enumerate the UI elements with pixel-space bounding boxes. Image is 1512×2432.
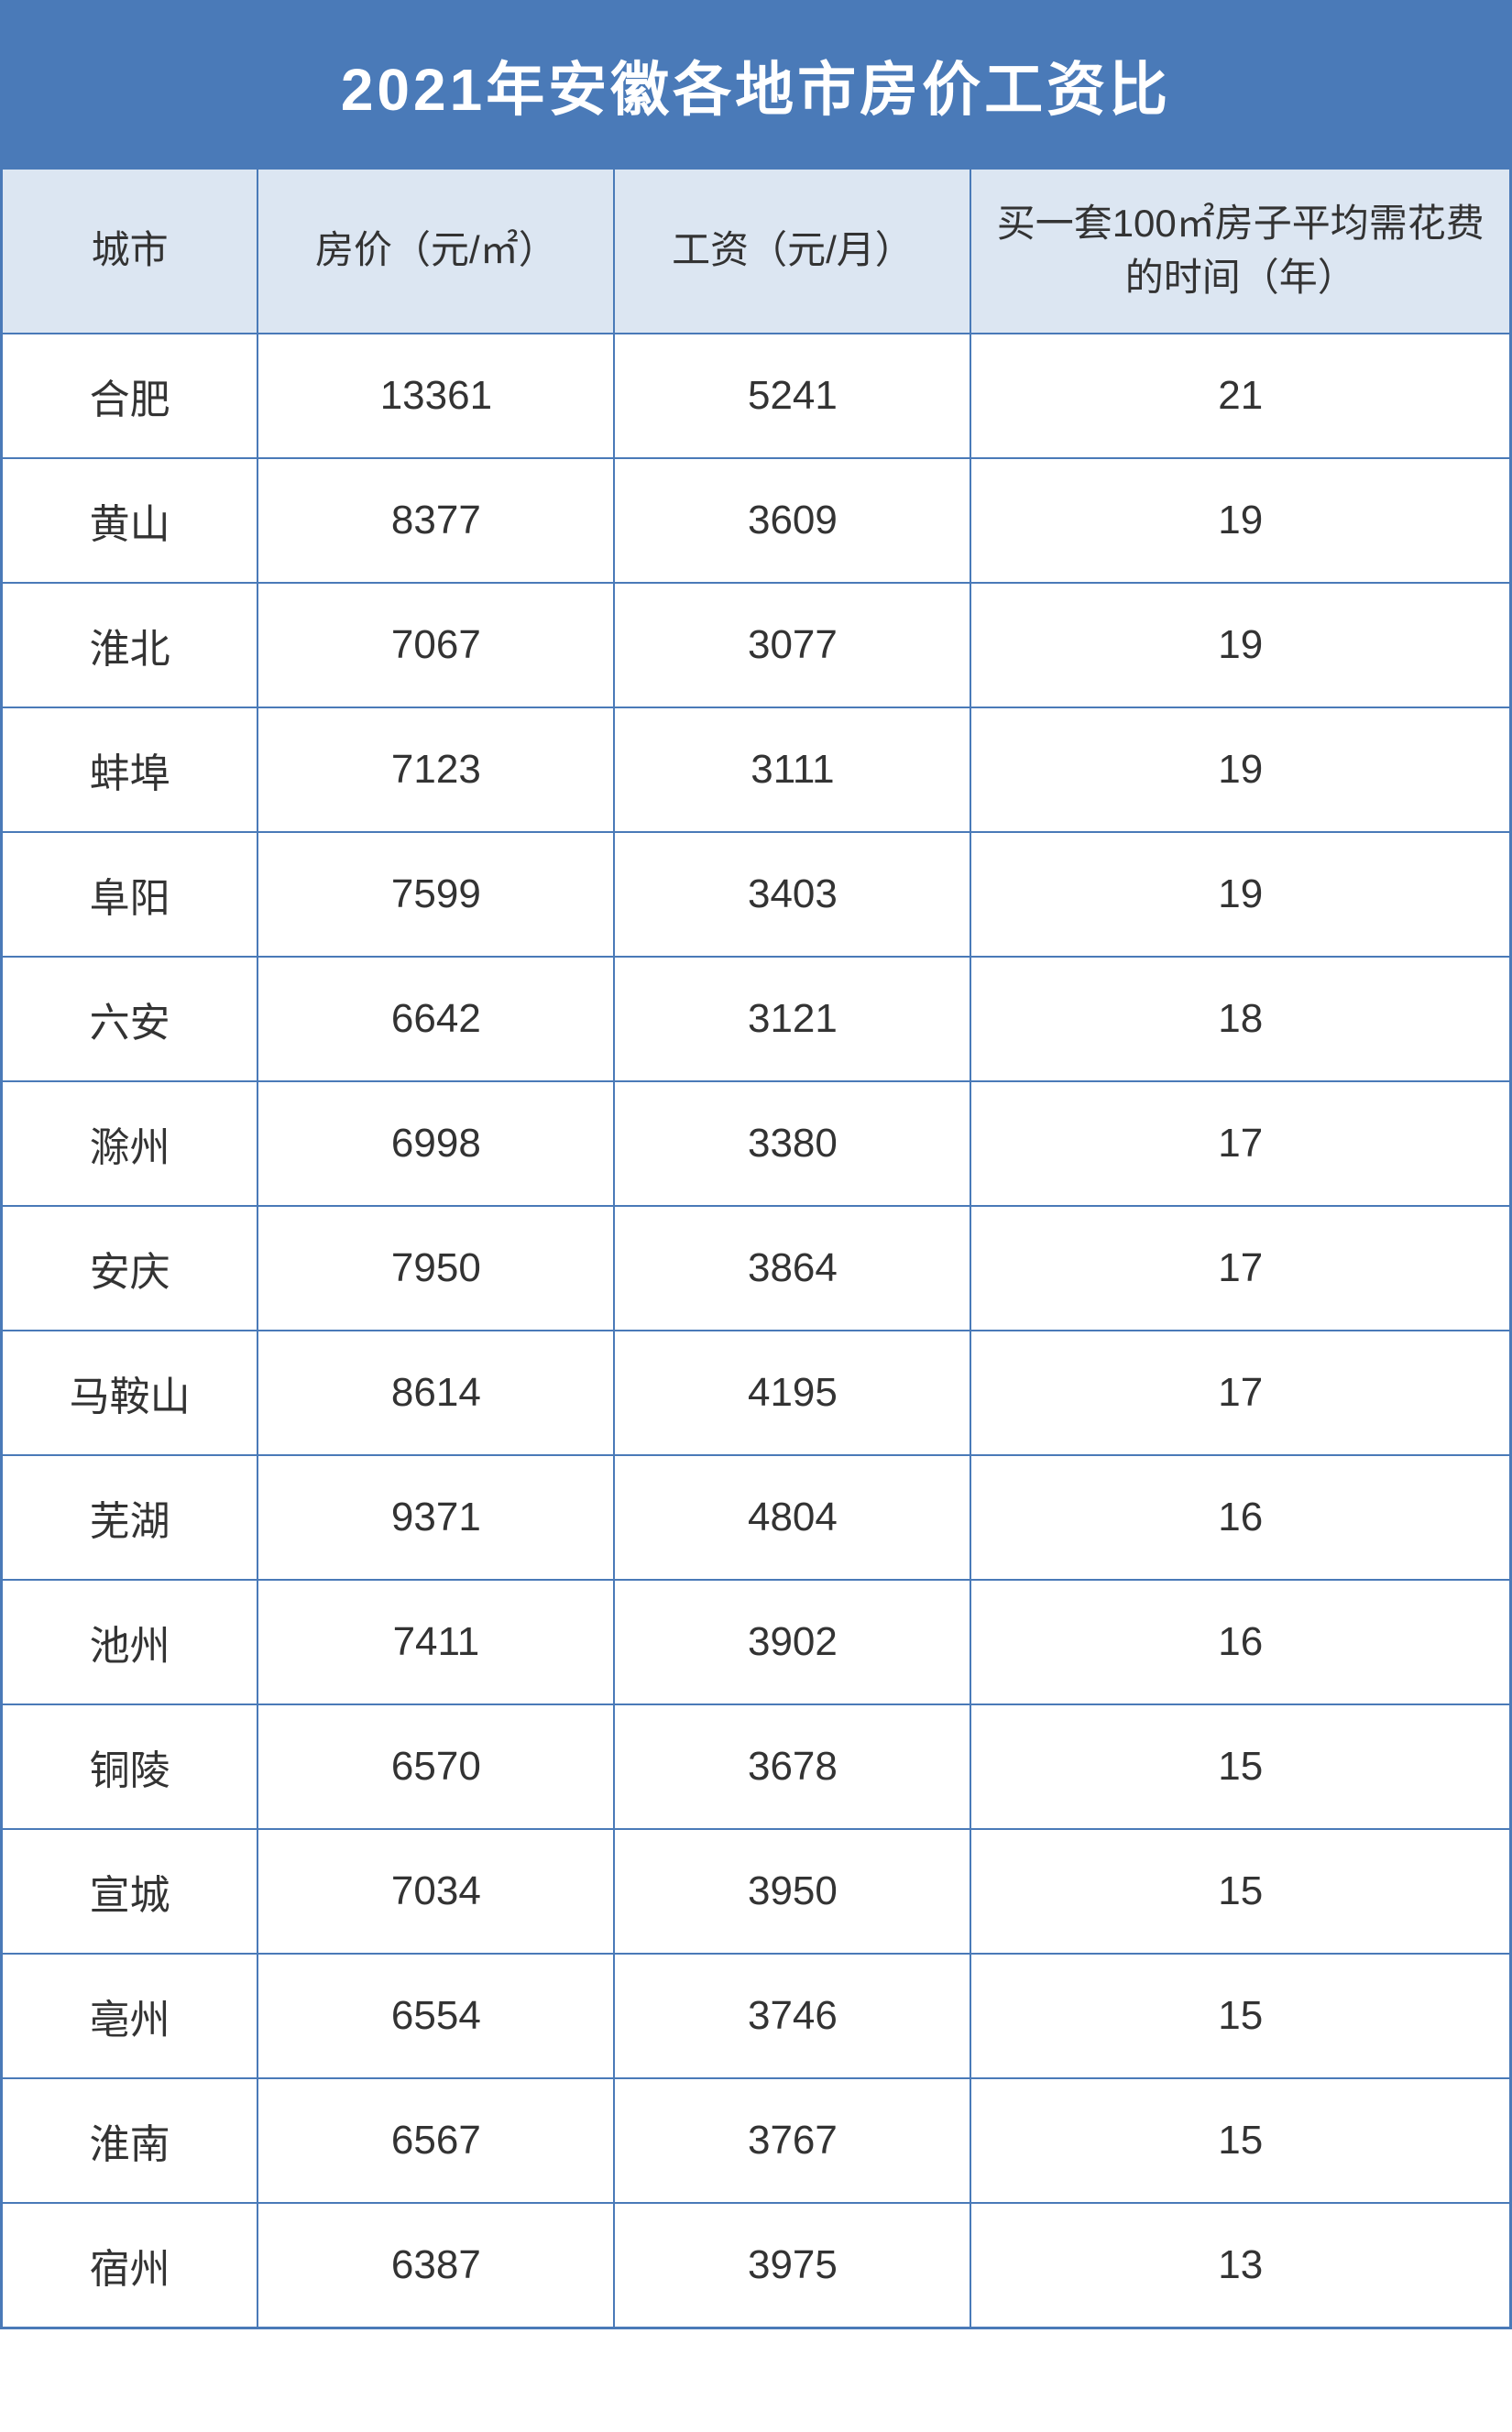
- table-row: 六安6642312118: [2, 957, 1510, 1081]
- table-cell: 3975: [614, 2203, 970, 2328]
- table-cell: 4195: [614, 1331, 970, 1455]
- table-row: 淮北7067307719: [2, 583, 1510, 707]
- table-header-cell: 房价（元/㎡）: [257, 169, 614, 334]
- table-row: 池州7411390216: [2, 1580, 1510, 1704]
- table-cell: 17: [970, 1081, 1510, 1206]
- table-cell: 安庆: [2, 1206, 257, 1331]
- table-cell: 7411: [257, 1580, 614, 1704]
- table-cell: 亳州: [2, 1954, 257, 2078]
- table-cell: 芜湖: [2, 1455, 257, 1580]
- table-cell: 19: [970, 458, 1510, 583]
- table-cell: 8377: [257, 458, 614, 583]
- table-cell: 宣城: [2, 1829, 257, 1954]
- table-cell: 7034: [257, 1829, 614, 1954]
- table-cell: 18: [970, 957, 1510, 1081]
- table-cell: 7067: [257, 583, 614, 707]
- table-cell: 铜陵: [2, 1704, 257, 1829]
- table-row: 宣城7034395015: [2, 1829, 1510, 1954]
- table-cell: 6567: [257, 2078, 614, 2203]
- table-header-cell: 工资（元/月）: [614, 169, 970, 334]
- table-cell: 15: [970, 1954, 1510, 2078]
- table-cell: 3902: [614, 1580, 970, 1704]
- table-cell: 15: [970, 1829, 1510, 1954]
- table-row: 滁州6998338017: [2, 1081, 1510, 1206]
- table-row: 铜陵6570367815: [2, 1704, 1510, 1829]
- table-cell: 6570: [257, 1704, 614, 1829]
- table-cell: 19: [970, 707, 1510, 832]
- table-cell: 5241: [614, 334, 970, 458]
- table-cell: 3380: [614, 1081, 970, 1206]
- table-cell: 7599: [257, 832, 614, 957]
- table-cell: 宿州: [2, 2203, 257, 2328]
- table-cell: 3111: [614, 707, 970, 832]
- table-cell: 3746: [614, 1954, 970, 2078]
- table-cell: 合肥: [2, 334, 257, 458]
- table-cell: 7950: [257, 1206, 614, 1331]
- table-cell: 蚌埠: [2, 707, 257, 832]
- table-cell: 6554: [257, 1954, 614, 2078]
- table-cell: 9371: [257, 1455, 614, 1580]
- table-title: 2021年安徽各地市房价工资比: [2, 2, 1510, 169]
- table-row: 安庆7950386417: [2, 1206, 1510, 1331]
- table-row: 宿州6387397513: [2, 2203, 1510, 2328]
- table-cell: 3403: [614, 832, 970, 957]
- table-cell: 3609: [614, 458, 970, 583]
- table-cell: 15: [970, 2078, 1510, 2203]
- table-cell: 6642: [257, 957, 614, 1081]
- table-cell: 3121: [614, 957, 970, 1081]
- table-row: 蚌埠7123311119: [2, 707, 1510, 832]
- table-cell: 13361: [257, 334, 614, 458]
- table-cell: 6387: [257, 2203, 614, 2328]
- table-cell: 3864: [614, 1206, 970, 1331]
- table-cell: 16: [970, 1455, 1510, 1580]
- table-cell: 滁州: [2, 1081, 257, 1206]
- table-cell: 7123: [257, 707, 614, 832]
- table-cell: 17: [970, 1206, 1510, 1331]
- table-cell: 4804: [614, 1455, 970, 1580]
- table-cell: 池州: [2, 1580, 257, 1704]
- table-row: 合肥13361524121: [2, 334, 1510, 458]
- table-cell: 16: [970, 1580, 1510, 1704]
- table-cell: 3950: [614, 1829, 970, 1954]
- table-body: 合肥13361524121黄山8377360919淮北7067307719蚌埠7…: [2, 334, 1510, 2328]
- data-table: 2021年安徽各地市房价工资比 城市 房价（元/㎡） 工资（元/月） 买一套10…: [0, 0, 1512, 2329]
- table-cell: 淮南: [2, 2078, 257, 2203]
- table-cell: 6998: [257, 1081, 614, 1206]
- table-cell: 黄山: [2, 458, 257, 583]
- table-header-row: 城市 房价（元/㎡） 工资（元/月） 买一套100㎡房子平均需花费的时间（年）: [2, 169, 1510, 334]
- table-cell: 3678: [614, 1704, 970, 1829]
- table-row: 马鞍山8614419517: [2, 1331, 1510, 1455]
- table-cell: 马鞍山: [2, 1331, 257, 1455]
- table-cell: 15: [970, 1704, 1510, 1829]
- table-header-cell: 城市: [2, 169, 257, 334]
- table-cell: 3077: [614, 583, 970, 707]
- table-cell: 19: [970, 832, 1510, 957]
- table-cell: 19: [970, 583, 1510, 707]
- table-row: 阜阳7599340319: [2, 832, 1510, 957]
- table-row: 亳州6554374615: [2, 1954, 1510, 2078]
- table-cell: 13: [970, 2203, 1510, 2328]
- table-cell: 21: [970, 334, 1510, 458]
- table-row: 淮南6567376715: [2, 2078, 1510, 2203]
- table-cell: 六安: [2, 957, 257, 1081]
- table-row: 黄山8377360919: [2, 458, 1510, 583]
- table-cell: 阜阳: [2, 832, 257, 957]
- table-cell: 8614: [257, 1331, 614, 1455]
- table-header-cell: 买一套100㎡房子平均需花费的时间（年）: [970, 169, 1510, 334]
- table-cell: 17: [970, 1331, 1510, 1455]
- table-cell: 淮北: [2, 583, 257, 707]
- table-row: 芜湖9371480416: [2, 1455, 1510, 1580]
- table-cell: 3767: [614, 2078, 970, 2203]
